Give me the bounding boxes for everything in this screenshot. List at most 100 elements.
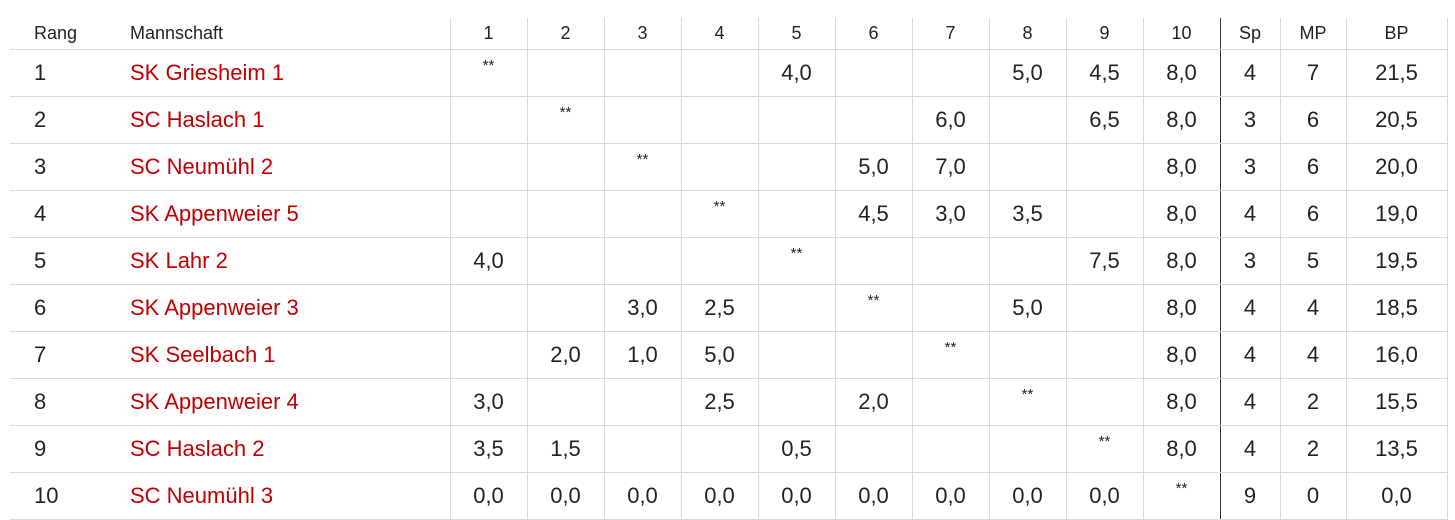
table-cell — [757, 331, 835, 379]
table-cell: ** — [757, 237, 835, 285]
team-link[interactable]: SK Appenweier 4 — [130, 389, 299, 414]
team-link[interactable]: SK Lahr 2 — [130, 248, 228, 273]
table-cell: 2 — [10, 96, 118, 144]
table-cell: SC Haslach 2 — [118, 425, 450, 473]
table-cell: 3 — [1219, 143, 1280, 191]
table-cell: 2,5 — [680, 378, 758, 426]
table-cell: 2 — [1279, 378, 1346, 426]
table-cell: 5 — [10, 237, 118, 285]
table-cell: ** — [1142, 472, 1220, 520]
table-cell: 19,5 — [1345, 237, 1448, 285]
table-cell: 0,0 — [449, 472, 527, 520]
table-row: 6 SK Appenweier 3 3,0 2,5 ** 5,0 8,0 4 4 18,5 — [10, 284, 1448, 332]
table-cell: 0,0 — [1065, 472, 1143, 520]
table-cell — [988, 96, 1066, 144]
table-row: 9 SC Haslach 2 3,5 1,5 0,5 ** 8,0 4 2 13,5 — [10, 425, 1448, 473]
table-cell: 8,0 — [1142, 378, 1220, 426]
table-cell: 0,0 — [680, 472, 758, 520]
table-cell — [526, 237, 604, 285]
table-cell — [603, 378, 681, 426]
table-cell: 4 — [1219, 425, 1280, 473]
table-cell — [911, 425, 989, 473]
table-cell: 2,0 — [834, 378, 912, 426]
table-cell: 9 — [1219, 472, 1280, 520]
team-link[interactable]: SC Haslach 1 — [130, 107, 265, 132]
table-cell: 8,0 — [1142, 190, 1220, 238]
table-cell: 5,0 — [680, 331, 758, 379]
team-link[interactable]: SC Haslach 2 — [130, 436, 265, 461]
table-cell: 2,0 — [526, 331, 604, 379]
table-cell — [449, 143, 527, 191]
table-cell: 20,5 — [1345, 96, 1448, 144]
table-cell — [757, 284, 835, 332]
table-cell: 4 — [1219, 190, 1280, 238]
table-cell: 21,5 — [1345, 49, 1448, 97]
table-cell: 2,5 — [680, 284, 758, 332]
column-header: Sp — [1219, 18, 1280, 50]
table-cell: SC Haslach 1 — [118, 96, 450, 144]
table-cell: 5,0 — [834, 143, 912, 191]
table-cell — [449, 96, 527, 144]
table-cell: 3 — [1219, 237, 1280, 285]
table-row: 7 SK Seelbach 1 2,0 1,0 5,0 ** 8,0 4 4 16,0 — [10, 331, 1448, 379]
table-cell: SK Griesheim 1 — [118, 49, 450, 97]
table-cell — [603, 190, 681, 238]
table-cell — [449, 331, 527, 379]
table-cell — [603, 96, 681, 144]
table-cell: 1,5 — [526, 425, 604, 473]
table-cell: 0,0 — [526, 472, 604, 520]
table-cell: 6,0 — [911, 96, 989, 144]
page: {"table":{"header":["Rang","Mannschaft",… — [10, 18, 1448, 520]
column-header: Mannschaft — [118, 18, 450, 50]
table-cell: 19,0 — [1345, 190, 1448, 238]
table-cell: 4,5 — [834, 190, 912, 238]
table-cell — [526, 49, 604, 97]
table-cell: 3 — [1219, 96, 1280, 144]
table-cell: 3,5 — [449, 425, 527, 473]
table-cell — [603, 237, 681, 285]
table-cell: 5,0 — [988, 284, 1066, 332]
team-link[interactable]: SC Neumühl 3 — [130, 483, 274, 508]
team-link[interactable]: SC Neumühl 2 — [130, 154, 274, 179]
team-link[interactable]: SK Appenweier 5 — [130, 201, 299, 226]
table-cell — [603, 49, 681, 97]
table-cell: 20,0 — [1345, 143, 1448, 191]
table-cell: 16,0 — [1345, 331, 1448, 379]
table-cell — [911, 284, 989, 332]
table-cell — [1065, 378, 1143, 426]
table-cell — [988, 425, 1066, 473]
table-cell: 8,0 — [1142, 96, 1220, 144]
table-cell: 0,5 — [757, 425, 835, 473]
table-cell — [526, 284, 604, 332]
table-cell — [1065, 190, 1143, 238]
table-cell — [526, 143, 604, 191]
table-cell: 4 — [10, 190, 118, 238]
team-link[interactable]: SK Seelbach 1 — [130, 342, 276, 367]
table-cell: 3 — [10, 143, 118, 191]
column-header: 6 — [834, 18, 912, 50]
table-cell: 0,0 — [757, 472, 835, 520]
table-cell — [988, 143, 1066, 191]
table-cell: 4 — [1219, 49, 1280, 97]
column-header: 7 — [911, 18, 989, 50]
team-link[interactable]: SK Griesheim 1 — [130, 60, 285, 85]
table-cell: 8,0 — [1142, 237, 1220, 285]
table-cell: SK Appenweier 3 — [118, 284, 450, 332]
table-cell: 8,0 — [1142, 331, 1220, 379]
table-cell: 2 — [1279, 425, 1346, 473]
column-header: MP — [1279, 18, 1346, 50]
table-cell: 0,0 — [1345, 472, 1448, 520]
table-row: 10 SC Neumühl 3 0,0 0,0 0,0 0,0 0,0 0,0 0,0 0,0 0,… — [10, 472, 1448, 520]
table-cell — [988, 331, 1066, 379]
table-cell — [834, 237, 912, 285]
column-header: BP — [1345, 18, 1448, 50]
table-head: Rang Mannschaft 1 2 3 4 5 6 7 8 9 10 Sp MP BP — [10, 18, 1448, 50]
table-cell: 1 — [10, 49, 118, 97]
table-cell — [834, 331, 912, 379]
column-header: 4 — [680, 18, 758, 50]
team-link[interactable]: SK Appenweier 3 — [130, 295, 299, 320]
table-row: 2 SC Haslach 1 ** 6,0 6,5 8,0 3 6 20,5 — [10, 96, 1448, 144]
table-cell: 7 — [10, 331, 118, 379]
table-cell: 4,0 — [757, 49, 835, 97]
table-cell — [757, 96, 835, 144]
